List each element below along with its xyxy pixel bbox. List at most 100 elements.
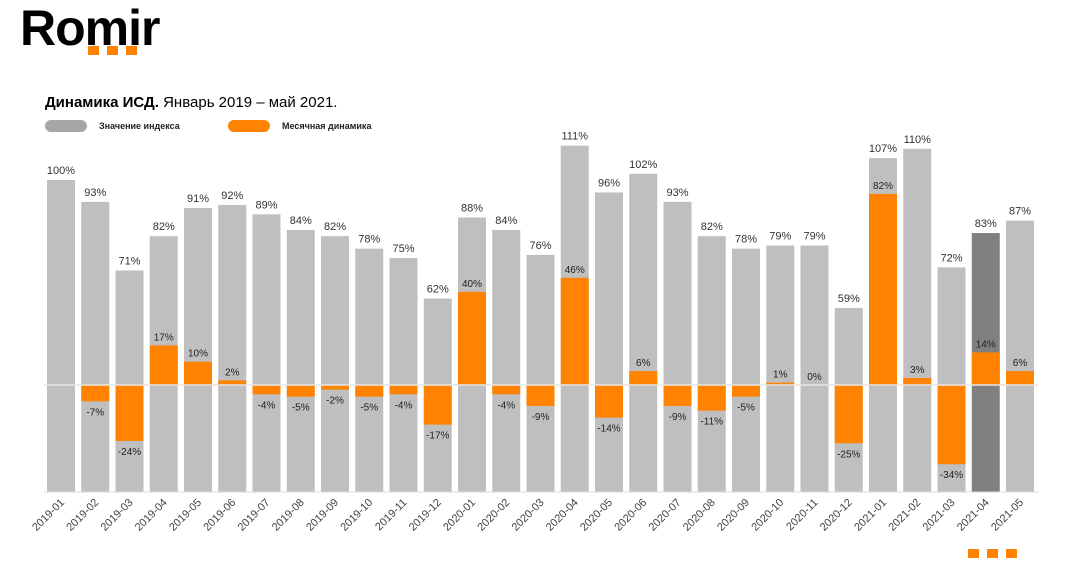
index-bar (355, 248, 384, 492)
index-label: 79% (803, 231, 825, 243)
change-label: -7% (86, 407, 104, 418)
x-tick-label: 2019-02 (64, 497, 101, 534)
title-rest: Январь 2019 – май 2021. (163, 94, 338, 111)
index-label: 78% (735, 234, 757, 246)
index-label: 92% (221, 190, 243, 202)
x-tick-label: 2020-03 (510, 497, 547, 534)
x-tick-label: 2020-12 (818, 497, 855, 534)
change-bar (663, 385, 692, 406)
change-label: -4% (258, 400, 276, 411)
change-bar (321, 385, 349, 390)
change-label: 40% (462, 279, 482, 290)
index-label: 84% (495, 215, 517, 227)
index-bar (492, 229, 521, 493)
change-label: -5% (292, 403, 310, 414)
x-tick-label: 2019-01 (30, 497, 67, 534)
change-bar (218, 380, 247, 385)
index-label: 82% (324, 221, 346, 233)
legend-index: Значение индекса (45, 120, 180, 132)
x-tick-label: 2019-11 (373, 497, 409, 533)
index-bar (697, 236, 726, 492)
index-label: 59% (838, 293, 860, 305)
x-tick-label: 2019-09 (304, 497, 341, 534)
index-label: 93% (84, 187, 106, 199)
change-label: -25% (837, 449, 860, 460)
x-tick-label: 2019-08 (270, 497, 307, 534)
change-bar (526, 385, 555, 406)
index-label: 62% (427, 284, 449, 296)
x-tick-label: 2019-03 (99, 497, 136, 534)
x-tick-label: 2021-05 (989, 497, 1026, 534)
index-bar (732, 248, 760, 492)
change-bar (560, 277, 589, 385)
change-label: 14% (976, 339, 996, 350)
change-bar (184, 361, 212, 385)
x-tick-label: 2019-12 (407, 497, 444, 534)
index-bar (1006, 220, 1034, 492)
change-label: -4% (395, 400, 413, 411)
legend-label-index: Значение индекса (99, 121, 180, 131)
x-tick-label: 2019-07 (236, 497, 273, 534)
change-bar (252, 385, 281, 395)
change-label: -9% (669, 412, 687, 423)
change-bar (869, 193, 897, 385)
change-label: -4% (497, 400, 515, 411)
change-bar (971, 352, 1000, 385)
index-label: 87% (1009, 206, 1031, 218)
x-tick-label: 2021-04 (955, 497, 992, 534)
change-bar (492, 385, 521, 395)
change-label: 1% (773, 370, 788, 381)
change-bar (732, 385, 760, 397)
change-bar (629, 371, 658, 385)
index-label: 89% (255, 199, 277, 211)
change-bar (286, 385, 315, 397)
change-bar (458, 291, 486, 385)
change-label: 0% (807, 372, 822, 383)
x-tick-label: 2020-11 (784, 497, 820, 533)
x-tick-label: 2019-06 (201, 497, 238, 534)
index-bar (218, 204, 247, 492)
index-label: 75% (392, 243, 414, 255)
change-bar (834, 385, 863, 444)
x-tick-label: 2019-04 (133, 497, 170, 534)
index-label: 84% (290, 215, 312, 227)
index-bar (47, 180, 75, 492)
x-tick-label: 2020-04 (544, 497, 581, 534)
x-tick-label: 2020-08 (681, 497, 718, 534)
title-bold: Динамика ИСД. (45, 94, 159, 111)
legend-change: Месячная динамика (228, 120, 371, 132)
index-label: 102% (629, 159, 657, 171)
x-tick-label: 2020-06 (612, 497, 649, 534)
change-label: -5% (360, 403, 378, 414)
change-label: 46% (565, 265, 585, 276)
legend-swatch-index (45, 120, 87, 132)
index-label: 82% (701, 221, 723, 233)
legend-swatch-change (228, 120, 270, 132)
change-bar (389, 385, 418, 395)
index-label: 111% (561, 131, 588, 143)
change-bar (595, 385, 623, 418)
change-bar (937, 385, 966, 465)
change-bar (423, 385, 452, 425)
x-tick-label: 2019-05 (167, 497, 204, 534)
change-label: 6% (1013, 358, 1028, 369)
x-tick-label: 2020-05 (578, 497, 615, 534)
index-label: 107% (869, 143, 897, 155)
change-label: -2% (326, 396, 344, 407)
legend-label-change: Месячная динамика (282, 121, 372, 131)
change-bar (355, 385, 384, 397)
footer-dots (968, 549, 1017, 558)
change-label: 82% (873, 181, 893, 192)
index-bar (629, 173, 658, 492)
index-label: 72% (940, 252, 962, 264)
index-bar (184, 208, 212, 492)
x-tick-label: 2021-03 (921, 497, 958, 534)
index-bar (903, 148, 932, 493)
x-tick-label: 2020-09 (715, 497, 752, 534)
index-bar (595, 192, 623, 493)
index-label: 79% (769, 231, 791, 243)
change-label: 3% (910, 365, 925, 376)
index-label: 76% (529, 240, 551, 252)
change-label: 2% (225, 367, 240, 378)
